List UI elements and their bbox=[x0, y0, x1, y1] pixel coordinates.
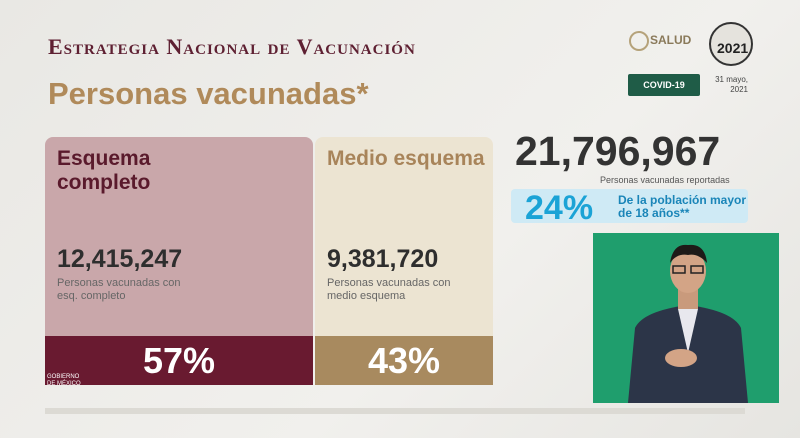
footnote-strip bbox=[45, 408, 745, 414]
salud-emblem bbox=[629, 31, 649, 51]
partial-card: Medio esquema 9,381,720 Personas vacunad… bbox=[315, 137, 493, 385]
ministry-logo: SALUD bbox=[650, 33, 692, 47]
card-caption: Personas vacunadas con esq. completo bbox=[57, 277, 181, 302]
card-title: Medio esquema bbox=[327, 147, 485, 170]
year-logo: 2021 bbox=[717, 40, 749, 56]
government-logo: GOBIERNO DE MÉXICO bbox=[47, 374, 81, 387]
card-count: 9,381,720 bbox=[327, 245, 439, 273]
date: 31 mayo, 2021 bbox=[715, 75, 748, 94]
card-percent: 57% bbox=[45, 336, 313, 385]
subtitle: Personas vacunadas* bbox=[48, 76, 369, 111]
percent-box bbox=[511, 189, 748, 223]
complete-card: Esquema completo 12,415,247 Personas vac… bbox=[45, 137, 313, 385]
percent-caption: De la población mayor de 18 años** bbox=[618, 193, 747, 220]
card-caption: Personas vacunadas con medio esquema bbox=[327, 277, 451, 302]
title: Estrategia Nacional de Vacunación bbox=[48, 34, 416, 59]
interpreter bbox=[628, 244, 748, 403]
total-count: 21,796,967 bbox=[515, 128, 721, 174]
year-emblem bbox=[709, 22, 753, 66]
interpreter-video bbox=[593, 233, 779, 403]
card-percent: 43% bbox=[315, 336, 493, 385]
covid-badge: COVID-19 bbox=[628, 74, 700, 96]
total-caption: Personas vacunadas reportadas bbox=[600, 175, 730, 185]
card-title: Esquema completo bbox=[57, 147, 151, 194]
card-count: 12,415,247 bbox=[57, 245, 183, 273]
total-percent: 24% bbox=[525, 189, 594, 227]
